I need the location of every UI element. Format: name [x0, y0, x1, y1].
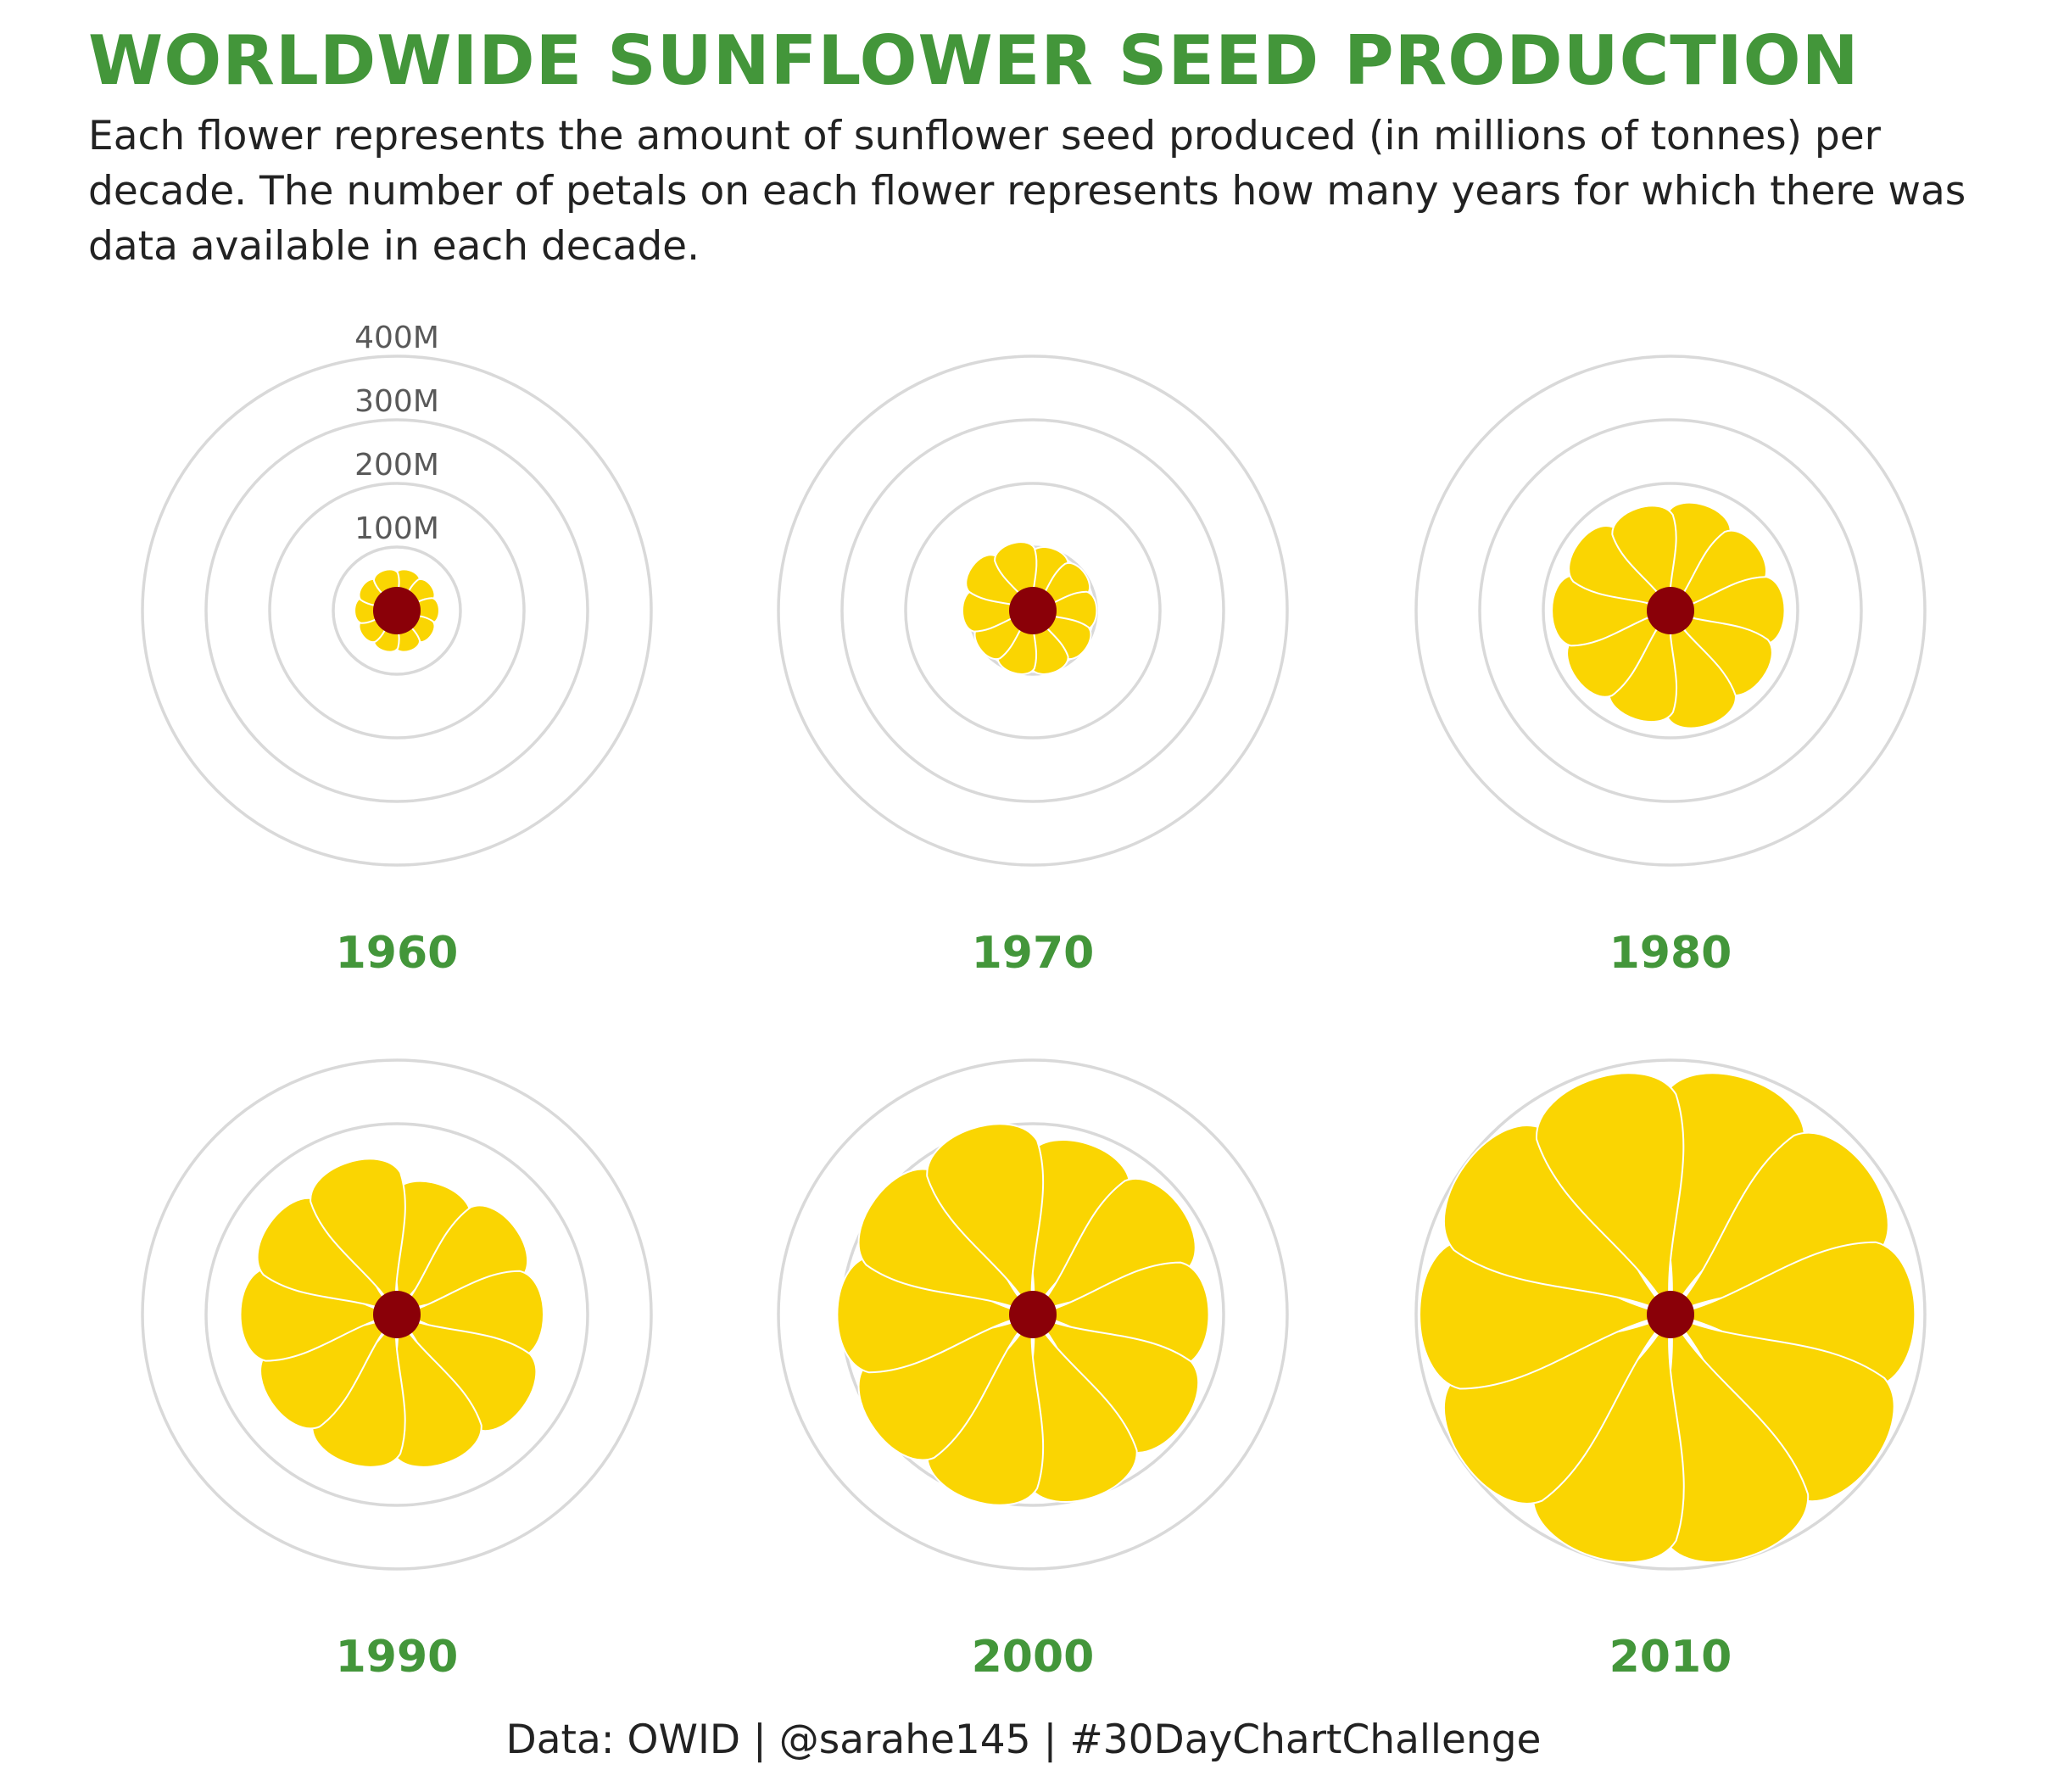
decade-label: 2010	[1609, 1632, 1732, 1683]
grid-ring	[332, 545, 462, 676]
ring-label: 400M	[354, 321, 439, 355]
grid-ring	[840, 418, 1225, 803]
ring-label: 100M	[354, 511, 439, 546]
grid-ring	[1542, 482, 1799, 740]
flower-panel-1980: 1980	[1414, 354, 1927, 979]
flower-panel-2000: 2000	[777, 1058, 1289, 1683]
grid-ring	[268, 482, 526, 740]
decade-label: 1970	[972, 928, 1095, 979]
petal	[926, 1123, 1045, 1315]
decade-label: 1980	[1609, 928, 1732, 979]
ring-label: 300M	[354, 384, 439, 419]
flower-center	[1009, 587, 1057, 634]
chart-caption: Data: OWID | @sarahe145 | #30DayChartCha…	[505, 1717, 1542, 1763]
petal	[1611, 505, 1677, 611]
grid-ring	[777, 1058, 1289, 1571]
grid-ring	[141, 1058, 653, 1571]
flower-center	[1009, 1291, 1057, 1338]
grid-ring	[141, 354, 653, 867]
flower-center	[373, 587, 421, 634]
flower-panel-1990: 1990	[141, 1058, 653, 1683]
flower-panel-1970: 1970	[777, 354, 1289, 979]
grid-ring	[204, 418, 589, 803]
grid-ring	[1478, 418, 1863, 803]
chart-title: WORLDWIDE SUNFLOWER SEED PRODUCTION	[88, 21, 1860, 100]
grid-ring	[1414, 354, 1927, 867]
petal	[310, 1158, 406, 1315]
grid-ring	[904, 482, 1162, 740]
decade-label: 2000	[972, 1632, 1095, 1683]
decade-label: 1990	[336, 1632, 459, 1683]
flower-center	[373, 1291, 421, 1338]
chart-subtitle: Each flower represents the amount of sun…	[88, 113, 1966, 270]
grid-ring	[1414, 1058, 1927, 1571]
flower-panel-1960: 100M 200M 300M 400M 1960	[141, 321, 653, 979]
ring-label: 200M	[354, 448, 439, 483]
decade-label: 1960	[336, 928, 459, 979]
grid-ring	[204, 1122, 589, 1507]
flower-center	[1647, 1291, 1694, 1338]
grid-ring	[777, 354, 1289, 867]
flower-center	[1647, 587, 1694, 634]
petal	[1536, 1072, 1685, 1315]
flower-panel-2010: 2010	[1414, 1058, 1927, 1683]
